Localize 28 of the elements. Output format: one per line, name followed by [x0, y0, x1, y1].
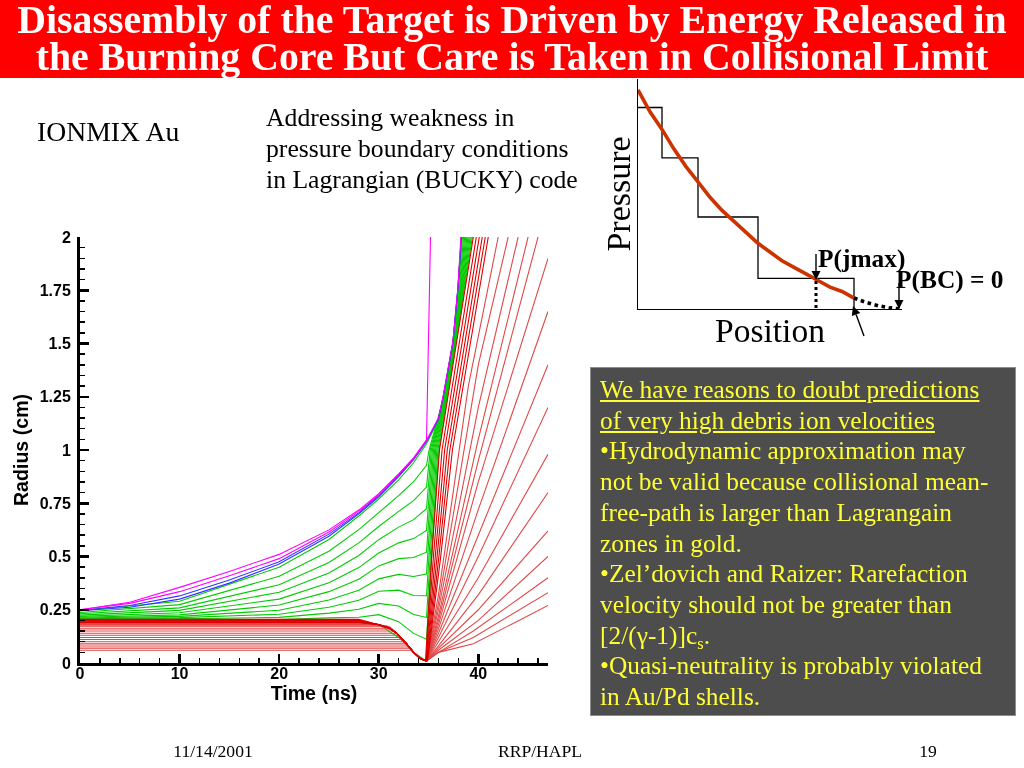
- x-tick-label: 40: [469, 665, 488, 683]
- y-tick-label: 0.25: [39, 601, 71, 619]
- y-axis-title: Pressure: [600, 136, 637, 252]
- text: RRP/HAPL: [496, 741, 584, 762]
- text: •Quasi-neutrality is probably violated in Au/Pd shells.: [600, 650, 983, 712]
- text: •Zel’dovich and Raizer: Rarefaction velocity should not be greater than [2/(γ-1)]c$_{s}$.: [600, 558, 969, 653]
- text: We have reasons to doubt predictions of very high debris ion velocities: [600, 374, 981, 436]
- x-tick-label: 10: [170, 665, 189, 683]
- x-tick-label: 20: [270, 665, 289, 683]
- y-tick-label: 0: [61, 654, 71, 672]
- x-axis-title: Position: [715, 311, 826, 349]
- y-tick-label: 1.5: [48, 335, 71, 353]
- text: IONMIX Au: [37, 115, 181, 148]
- text: 19: [918, 741, 938, 762]
- x-axis-title: Time (ns): [270, 682, 358, 705]
- y-tick-label: 1.75: [39, 281, 71, 299]
- text: Addressing weakness in pressure boundary conditions in Lagrangian (BUCKY) code: [266, 102, 579, 195]
- y-tick-label: 0.75: [39, 494, 71, 512]
- y-tick-label: 0.5: [48, 548, 71, 566]
- y-axis-title: Radius (cm): [10, 393, 33, 507]
- y-tick-label: 1.25: [39, 388, 71, 406]
- x-tick-label: 30: [369, 665, 388, 683]
- y-tick-label: 1: [61, 441, 71, 459]
- text: •Hydrodynamic approximation may not be valid because collisional mean-free-path is larger than Lagrangain zones in gold.: [600, 435, 990, 559]
- x-tick-label: 0: [75, 665, 85, 683]
- text: 11/14/2001: [172, 741, 254, 762]
- chart-title: Disassembly of the Target is Driven by Energy Released in the Burning Core But Care is Taken in Collisional Limit: [16, 0, 1008, 79]
- y-tick-label: 2: [61, 228, 71, 246]
